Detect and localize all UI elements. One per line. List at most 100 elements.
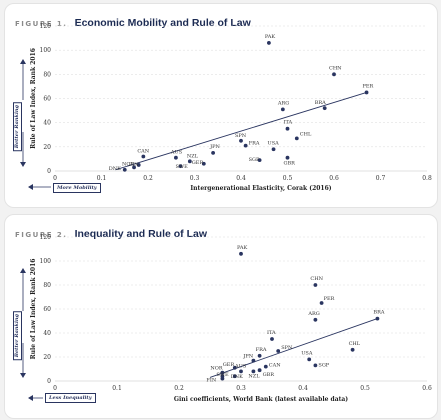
point-label-swe: SWE bbox=[216, 372, 229, 378]
y-tick-label: 80 bbox=[43, 282, 51, 289]
point-label-pak: PAK bbox=[237, 245, 248, 251]
x-axis-label: Gini coefficients, World Bank (latest av… bbox=[174, 396, 348, 403]
point-label-chn: CHN bbox=[310, 276, 323, 282]
point-label-chl: CHL bbox=[349, 341, 361, 347]
x-tick-label: 0.2 bbox=[174, 385, 184, 392]
y-tick-label: 40 bbox=[43, 120, 51, 127]
data-point-arg bbox=[313, 317, 318, 322]
x-tick-label: 0.4 bbox=[236, 175, 246, 182]
point-label-nzl: NZL bbox=[248, 373, 260, 379]
data-point-aus bbox=[239, 369, 243, 374]
point-label-chl: CHL bbox=[300, 131, 312, 137]
point-label-ita: ITA bbox=[267, 330, 276, 336]
data-point-sgp bbox=[257, 158, 262, 163]
figure-2-horizontal-hint: Less Inequality bbox=[45, 393, 96, 403]
data-point-fra bbox=[257, 353, 262, 358]
point-label-per: PER bbox=[363, 83, 374, 89]
point-label-can: CAN bbox=[269, 363, 281, 369]
x-tick-label: 0.3 bbox=[190, 175, 200, 182]
y-tick-label: 120 bbox=[40, 234, 52, 241]
data-point-usa bbox=[307, 357, 312, 362]
point-label-ger: GER bbox=[223, 362, 235, 368]
y-tick-label: 100 bbox=[40, 47, 52, 54]
data-point-swe bbox=[178, 164, 183, 169]
horizontal-hint-arrowhead bbox=[28, 395, 33, 401]
data-point-ita bbox=[285, 126, 290, 131]
point-label-aus: AUS bbox=[170, 150, 183, 156]
point-label-fin: FIN bbox=[129, 162, 139, 168]
y-tick-label: 60 bbox=[43, 306, 51, 313]
y-tick-label: 100 bbox=[40, 258, 52, 265]
point-label-nzl: NZL bbox=[187, 153, 199, 159]
point-label-sgp: SGP bbox=[318, 362, 329, 368]
data-point-can bbox=[141, 154, 146, 159]
point-label-dnk: DNK bbox=[231, 374, 243, 380]
data-point-nor bbox=[220, 370, 225, 375]
data-point-spn bbox=[239, 138, 243, 143]
vertical-hint-arrowhead-down bbox=[20, 162, 26, 167]
data-point-ita bbox=[270, 337, 274, 341]
point-label-dnk: DNK bbox=[109, 166, 121, 172]
y-tick-label: 20 bbox=[43, 354, 51, 361]
data-point-per bbox=[319, 301, 324, 305]
data-point-fin bbox=[220, 376, 225, 381]
y-tick-label: 0 bbox=[47, 168, 51, 175]
data-point-chl bbox=[294, 136, 299, 141]
figure-2-label: FIGURE 2. bbox=[15, 231, 68, 239]
data-point-fra bbox=[243, 143, 248, 148]
data-point-bra bbox=[322, 106, 327, 111]
trend-line bbox=[115, 92, 367, 171]
point-label-arg: ARG bbox=[307, 311, 319, 317]
point-label-nor: NOR bbox=[122, 161, 134, 167]
data-point-per bbox=[364, 90, 369, 95]
data-point-nzl bbox=[187, 159, 192, 164]
figure-1-horizontal-hint: More Mobility bbox=[53, 183, 101, 193]
data-point-aus bbox=[174, 155, 178, 160]
y-tick-label: 0 bbox=[47, 378, 51, 385]
point-label-fra: FRA bbox=[249, 141, 260, 147]
figure-2-chart: 0 20 40 60 80 100 120 0 0.1 0.2 0.3 0.4 0.5 0.6 Gini c… bbox=[20, 234, 432, 403]
data-point-nzl bbox=[251, 369, 256, 374]
data-point-ger bbox=[232, 365, 237, 370]
point-label-spn: SPN bbox=[281, 345, 293, 351]
x-tick-label: 0.7 bbox=[376, 175, 386, 182]
point-label-usa: USA bbox=[301, 350, 313, 356]
figure-1-label: FIGURE 1. bbox=[15, 20, 68, 28]
point-label-bra: BRA bbox=[315, 100, 326, 106]
x-axis-label: Intergenerational Elasticity, Corak (201… bbox=[190, 185, 331, 192]
figure-1-vertical-hint: Better Ranking bbox=[13, 102, 22, 152]
point-label-pak: PAK bbox=[265, 34, 276, 40]
data-point-arg bbox=[280, 107, 285, 112]
y-tick-label: 80 bbox=[43, 71, 51, 78]
data-point-pak bbox=[267, 41, 271, 45]
data-point-chn bbox=[332, 72, 336, 77]
data-point-chn bbox=[313, 283, 318, 287]
x-tick-label: 0.2 bbox=[143, 175, 153, 182]
point-label-bra: BRA bbox=[373, 310, 384, 316]
data-point-can bbox=[263, 364, 268, 369]
x-tick-label: 0.5 bbox=[283, 175, 293, 182]
point-label-arg: ARG bbox=[277, 100, 289, 106]
data-point-chl bbox=[350, 347, 355, 352]
data-point-jpn bbox=[251, 358, 256, 363]
figure-1-chart: 0 20 40 60 80 100 120 0 0.1 0.2 0.3 0.4 0.5 0.6 0.7 0.8… bbox=[20, 23, 432, 192]
point-label-gbr: GBR bbox=[263, 372, 275, 378]
y-tick-label: 60 bbox=[43, 96, 51, 103]
y-axis-label: Rule of Law Index, Rank 2016 bbox=[30, 259, 37, 360]
figure-1-title: FIGURE 1. Economic Mobility and Rule of … bbox=[15, 11, 251, 30]
vertical-hint-arrowhead bbox=[20, 59, 26, 64]
point-label-can: CAN bbox=[137, 149, 149, 155]
point-label-aus: AUS bbox=[234, 363, 247, 369]
data-point-sgp bbox=[313, 363, 318, 368]
data-point-nor bbox=[132, 165, 136, 170]
x-tick-label: 0 bbox=[53, 175, 57, 182]
data-point-fin bbox=[136, 163, 141, 167]
point-label-spn: SPN bbox=[235, 133, 247, 139]
data-point-gbr bbox=[285, 155, 290, 160]
x-tick-label: 0.3 bbox=[236, 385, 246, 392]
x-tick-label: 0.1 bbox=[97, 175, 107, 182]
y-axis-label: Rule of Law Index, Rank 2016 bbox=[30, 48, 37, 149]
point-label-fra: FRA bbox=[256, 347, 267, 353]
y-tick-label: 120 bbox=[40, 23, 52, 30]
x-tick-label: 0.6 bbox=[329, 175, 339, 182]
